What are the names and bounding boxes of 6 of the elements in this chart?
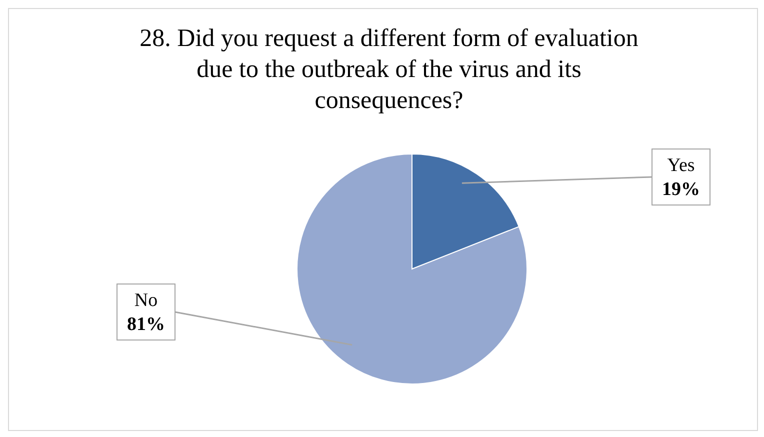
chart-title: 28. Did you request a different form of evaluation due to the outbreak of the virus and its consequences? [138, 24, 640, 116]
pie-slice [296, 154, 528, 384]
slice-label: No [134, 290, 158, 311]
data-label: 81% [127, 314, 165, 335]
slice-label: Yes [667, 155, 695, 176]
data-label: 19% [662, 179, 700, 200]
